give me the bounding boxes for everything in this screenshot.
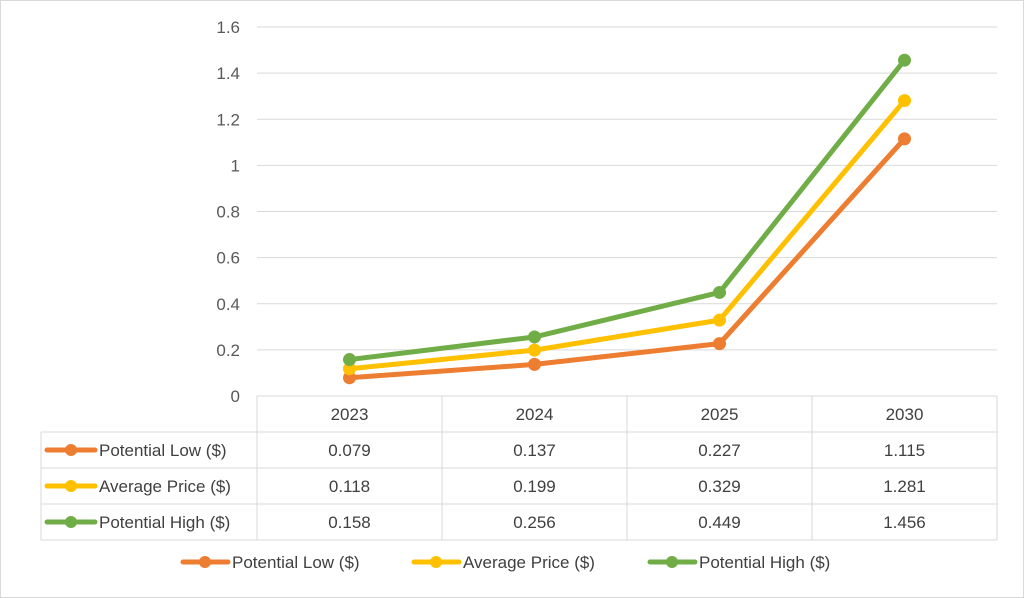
table-cell-value: 0.158 xyxy=(328,513,371,532)
gridlines xyxy=(257,26,997,351)
legend-label: Average Price ($) xyxy=(463,553,595,572)
table-legend-key-marker xyxy=(65,444,77,456)
table-cell-value: 0.256 xyxy=(513,513,556,532)
table-cell-value: 0.118 xyxy=(329,477,370,496)
y-tick-label: 1.4 xyxy=(216,64,240,83)
y-tick-label: 0.6 xyxy=(216,249,240,268)
y-tick-label: 0.4 xyxy=(216,295,240,314)
table-cell-value: 1.281 xyxy=(883,477,926,496)
series-line xyxy=(347,136,907,381)
y-tick-label: 0.2 xyxy=(216,341,240,360)
legend-label: Potential High ($) xyxy=(699,553,830,572)
table-cell-value: 1.456 xyxy=(883,513,926,532)
data-point xyxy=(528,343,541,357)
table-series-name: Potential High ($) xyxy=(99,513,230,532)
data-point xyxy=(343,371,356,385)
data-point xyxy=(713,285,726,299)
table-cell-value: 0.449 xyxy=(698,513,741,532)
series-line xyxy=(347,57,907,363)
legend: Potential Low ($) Average Price ($) Potent… xyxy=(180,553,830,572)
x-category-label: 2030 xyxy=(886,405,924,424)
legend-label: Potential Low ($) xyxy=(232,553,360,572)
data-point xyxy=(713,337,726,351)
y-tick-label: 1.6 xyxy=(216,18,240,37)
table-cell-value: 1.115 xyxy=(884,441,925,460)
y-axis-ticks: 0 0.2 0.4 0.6 0.8 1 1.2 1.4 1.6 xyxy=(216,18,240,406)
series-lines xyxy=(343,53,911,385)
series-line xyxy=(347,98,907,372)
y-tick-label: 0.8 xyxy=(216,203,240,222)
data-point xyxy=(343,353,356,367)
table-legend-key-marker xyxy=(65,480,77,492)
table-cell-value: 0.137 xyxy=(513,441,556,460)
legend-key-marker xyxy=(199,556,211,568)
data-point xyxy=(898,132,911,146)
y-tick-label: 1.2 xyxy=(216,110,240,129)
legend-key-marker xyxy=(666,556,678,568)
x-category-label: 2023 xyxy=(331,405,369,424)
table-legend-key-marker xyxy=(65,516,77,528)
table-series-name: Average Price ($) xyxy=(99,477,231,496)
table-cell-value: 0.227 xyxy=(698,441,741,460)
table-cell-value: 0.199 xyxy=(513,477,556,496)
data-point xyxy=(898,53,911,67)
y-tick-label: 1 xyxy=(231,156,240,175)
legend-key-marker xyxy=(430,556,442,568)
x-category-label: 2024 xyxy=(516,405,554,424)
table-cell-value: 0.079 xyxy=(328,441,371,460)
data-point xyxy=(343,362,356,376)
x-category-label: 2025 xyxy=(701,405,739,424)
table-series-name: Potential Low ($) xyxy=(99,441,227,460)
table-cell-value: 0.329 xyxy=(698,477,741,496)
data-point xyxy=(898,94,911,108)
y-tick-label: 0 xyxy=(231,387,240,406)
data-point xyxy=(713,313,726,327)
data-table: 2023 2024 2025 2030 Potential Low ($) 0.079 0.… xyxy=(40,395,998,541)
data-point xyxy=(528,357,541,371)
data-point xyxy=(528,330,541,344)
